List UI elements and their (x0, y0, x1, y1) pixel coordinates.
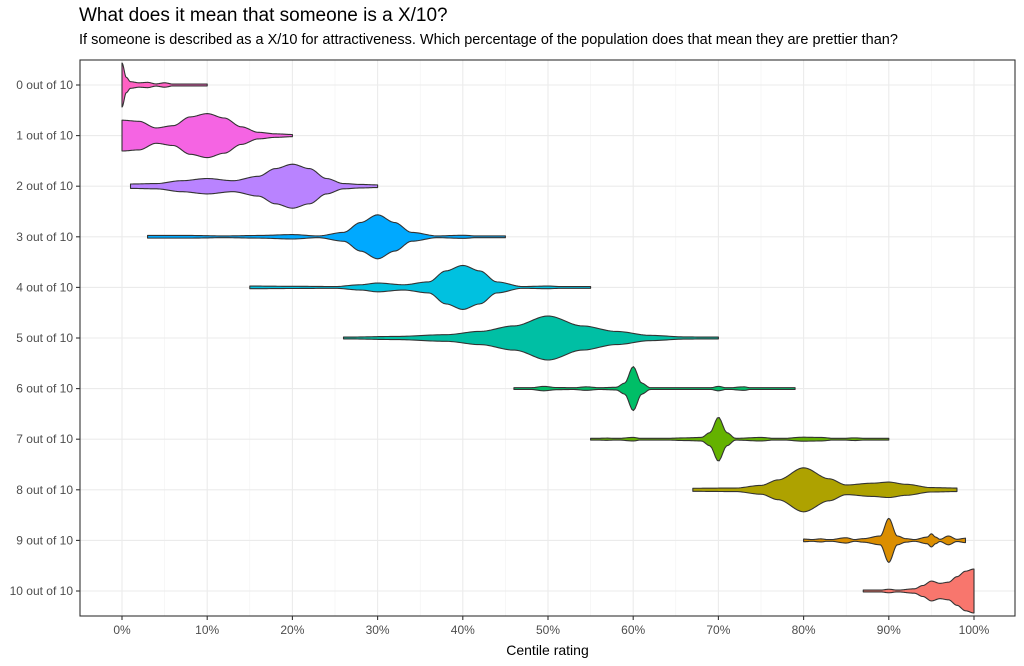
x-tick-label: 30% (366, 623, 390, 637)
y-tick-label: 3 out of 10 (16, 230, 73, 244)
y-tick-label: 6 out of 10 (16, 382, 73, 396)
y-tick-label: 1 out of 10 (16, 129, 73, 143)
violin-10-out-of-10 (862, 568, 975, 614)
violin-4-out-of-10 (249, 264, 592, 310)
y-tick-label: 2 out of 10 (16, 179, 73, 193)
violin-6-out-of-10 (513, 366, 796, 412)
x-tick-label: 0% (113, 623, 131, 637)
x-tick-label: 100% (959, 623, 990, 637)
y-tick-label: 7 out of 10 (16, 432, 73, 446)
violin-7-out-of-10 (590, 417, 890, 462)
x-tick-label: 50% (536, 623, 560, 637)
violin-3-out-of-10 (147, 214, 506, 260)
y-axis: 0 out of 10 1 out of 10 2 out of 10 3 out o… (10, 78, 80, 598)
x-axis: 0% 10% 20% 30% 40% 50% 60% 70% 80% 90% 100% (113, 616, 990, 637)
violin-0-out-of-10 (121, 62, 208, 108)
violin-5-out-of-10 (342, 315, 719, 361)
y-tick-label: 0 out of 10 (16, 78, 73, 92)
y-tick-label: 9 out of 10 (16, 533, 73, 547)
violin-9-out-of-10 (803, 517, 967, 563)
x-tick-label: 80% (792, 623, 816, 637)
violin-8-out-of-10 (692, 467, 958, 513)
x-tick-label: 20% (280, 623, 304, 637)
chart-title: What does it mean that someone is a X/10… (79, 5, 448, 26)
x-axis-title: Centile rating (506, 642, 589, 658)
violin-1-out-of-10 (121, 113, 293, 159)
chart-subtitle: If someone is described as a X/10 for at… (79, 32, 898, 48)
y-tick-label: 5 out of 10 (16, 331, 73, 345)
x-tick-label: 70% (706, 623, 730, 637)
y-tick-label: 8 out of 10 (16, 483, 73, 497)
violins (121, 62, 975, 614)
violin-2-out-of-10 (129, 163, 379, 209)
x-tick-label: 40% (451, 623, 475, 637)
x-tick-label: 90% (877, 623, 901, 637)
y-tick-label: 10 out of 10 (10, 584, 74, 598)
x-tick-label: 60% (621, 623, 645, 637)
y-tick-label: 4 out of 10 (16, 280, 73, 294)
x-tick-label: 10% (195, 623, 219, 637)
